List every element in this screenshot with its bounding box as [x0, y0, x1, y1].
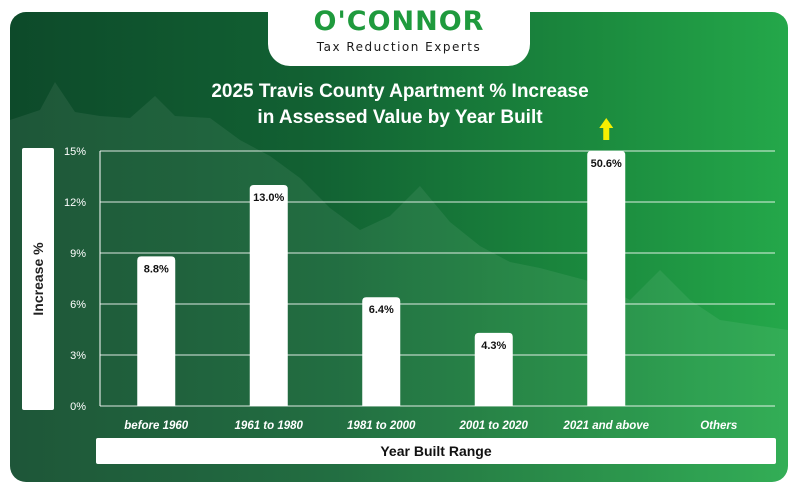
- chart-title-line2: in Assessed Value by Year Built: [257, 107, 543, 128]
- x-axis-label: Year Built Range: [96, 438, 776, 464]
- x-category-label: Others: [700, 420, 737, 432]
- brand-logo: O'CONNOR Tax Reduction Experts: [268, 0, 530, 66]
- x-category-label: before 1960: [124, 420, 189, 432]
- brand-name: O'CONNOR: [313, 6, 485, 37]
- bar-data-label: 8.8%: [144, 263, 169, 275]
- brand-tagline: Tax Reduction Experts: [316, 40, 482, 54]
- y-tick-label: 3%: [70, 350, 86, 362]
- bar-data-label: 4.3%: [481, 340, 506, 352]
- x-category-label: 2021 and above: [562, 420, 649, 432]
- bar-data-label: 50.6%: [591, 158, 622, 170]
- y-tick-label: 6%: [70, 299, 86, 311]
- y-tick-label: 9%: [70, 248, 86, 260]
- bar: [474, 332, 513, 406]
- bar-data-label: 6.4%: [369, 304, 394, 316]
- y-tick-label: 15%: [64, 146, 86, 158]
- y-axis-label-box: [22, 148, 54, 410]
- x-category-label: 1981 to 2000: [347, 420, 416, 432]
- bar: [362, 297, 401, 406]
- bar: [249, 185, 288, 406]
- chart-title-line1: 2025 Travis County Apartment % Increase: [211, 81, 589, 102]
- overflow-arrow-icon: [599, 118, 614, 140]
- bar: [587, 151, 626, 406]
- x-category-label: 2001 to 2020: [459, 420, 529, 432]
- bar: [137, 256, 176, 406]
- bar-data-label: 13.0%: [253, 192, 284, 204]
- y-tick-label: 0%: [70, 401, 86, 413]
- y-tick-label: 12%: [64, 197, 86, 209]
- x-category-label: 1961 to 1980: [235, 420, 304, 432]
